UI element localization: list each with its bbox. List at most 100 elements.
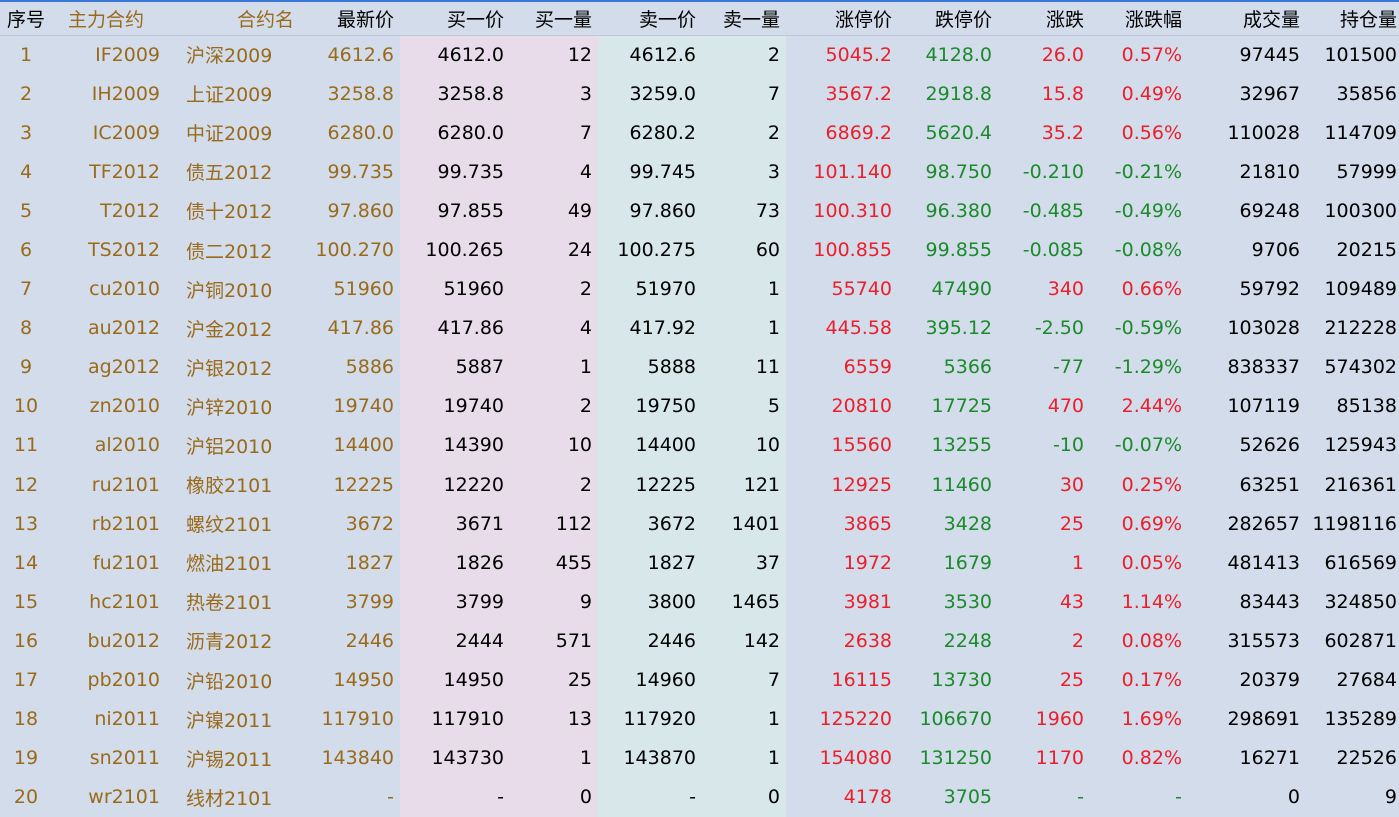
row-index-cell: 2 <box>19 82 33 105</box>
table-row[interactable]: 9 ag2012 沪银2012 5886 5887 1 5888 11 6559 5366 -77 -… <box>0 347 1399 387</box>
ask-price-cell: 4612.6 <box>598 35 702 75</box>
limit-down-cell: 131250 <box>919 747 992 770</box>
ask-volume-cell: 7 <box>702 74 786 114</box>
table-row[interactable]: 19 sn2011 沪锡2011 143840 143730 1 143870 1 154080… <box>0 738 1399 778</box>
last-price-cell: 3258.8 <box>327 82 394 105</box>
open-interest-cell: 125943 <box>1324 434 1397 457</box>
volume-cell: 83443 <box>1239 590 1300 613</box>
ask-volume-cell: 121 <box>702 465 786 505</box>
last-price-cell: 14950 <box>333 669 394 692</box>
column-header-limit-up[interactable]: 涨停价 <box>786 1 898 36</box>
change-cell: -0.085 <box>1022 239 1084 262</box>
column-header-change-pct[interactable]: 涨跌幅 <box>1090 1 1188 36</box>
column-header-bid-price[interactable]: 买一价 <box>400 1 510 36</box>
volume-cell: 52626 <box>1239 434 1300 457</box>
change-cell: -77 <box>1052 356 1084 379</box>
limit-up-cell: 1972 <box>843 551 892 574</box>
change-cell: 30 <box>1059 473 1084 496</box>
table-row[interactable]: 15 hc2101 热卷2101 3799 3799 9 3800 1465 3981 3530 4… <box>0 582 1399 622</box>
change-pct-cell: 0.82% <box>1121 747 1182 770</box>
change-cell: 25 <box>1059 512 1084 535</box>
table-row[interactable]: 1 IF2009 沪深2009 4612.6 4612.0 12 4612.6 2 5045.2… <box>0 35 1399 75</box>
table-row[interactable]: 13 rb2101 螺纹2101 3672 3671 112 3672 1401 3865 342… <box>0 504 1399 544</box>
row-index-cell: 1 <box>19 43 33 66</box>
column-header-contract-name[interactable]: 合约名 <box>166 1 300 36</box>
column-header-bid-volume[interactable]: 买一量 <box>510 1 598 36</box>
limit-down-cell: 11460 <box>931 473 992 496</box>
limit-down-cell: 1679 <box>943 551 992 574</box>
table-row[interactable]: 8 au2012 沪金2012 417.86 417.86 4 417.92 1 445.58 3… <box>0 308 1399 348</box>
change-pct-cell: 1.14% <box>1121 590 1182 613</box>
table-row[interactable]: 3 IC2009 中证2009 6280.0 6280.0 7 6280.2 2 6869.2 5… <box>0 113 1399 153</box>
bid-volume-cell: 112 <box>510 504 598 544</box>
contract-code-cell: pb2010 <box>87 669 160 692</box>
contract-code-cell: ni2011 <box>94 708 160 731</box>
ask-price-cell: 3259.0 <box>598 74 702 114</box>
ask-volume-cell: 7 <box>702 660 786 700</box>
table-row[interactable]: 20 wr2101 线材2101- -0-0 4178 3705- -0 9 <box>0 777 1399 817</box>
open-interest-cell: 616569 <box>1324 551 1397 574</box>
column-header-ask-volume[interactable]: 卖一量 <box>702 1 786 36</box>
change-cell: 1960 <box>1035 708 1084 731</box>
contract-name-cell: 沪铜2010 <box>186 279 273 302</box>
table-row[interactable]: 7 cu2010 沪铜2010 51960 51960 2 51970 1 55740 47490… <box>0 269 1399 309</box>
bid-volume-cell: 12 <box>510 35 598 75</box>
table-row[interactable]: 2 IH2009 上证2009 3258.8 3258.8 3 3259.0 7 3567.2 2… <box>0 74 1399 114</box>
table-row[interactable]: 5 T2012 债十2012 97.860 97.855 49 97.860 73 100.31… <box>0 191 1399 231</box>
last-price-cell: 1827 <box>345 551 394 574</box>
limit-up-cell: 6559 <box>843 356 892 379</box>
row-index-cell: 11 <box>13 434 39 457</box>
column-header-main-contract[interactable]: 主力合约 <box>52 1 166 36</box>
bid-volume-cell: 571 <box>510 621 598 661</box>
column-header-index[interactable]: 序号 <box>0 1 52 36</box>
volume-cell: 63251 <box>1239 473 1300 496</box>
contract-name-cell: 沪金2012 <box>186 318 273 341</box>
table-row[interactable]: 14 fu2101 燃油2101 1827 1826 455 1827 37 1972 1679 1… <box>0 543 1399 583</box>
limit-down-cell: 98.750 <box>925 160 992 183</box>
column-header-open-interest[interactable]: 持仓量 <box>1306 1 1399 36</box>
change-cell: -2.50 <box>1034 317 1084 340</box>
bid-volume-cell: 2 <box>510 386 598 426</box>
table-row[interactable]: 11 al2010 沪铝2010 14400 14390 10 14400 10 15560 13… <box>0 425 1399 466</box>
bid-volume-cell: 0 <box>510 777 598 817</box>
bid-volume-cell: 455 <box>510 543 598 583</box>
limit-down-cell: 4128.0 <box>925 43 992 66</box>
limit-down-cell: 47490 <box>931 278 992 301</box>
last-price-cell: 51960 <box>333 278 394 301</box>
row-index-cell: 13 <box>13 512 39 535</box>
column-header-change[interactable]: 涨跌 <box>998 1 1090 36</box>
limit-up-cell: 445.58 <box>825 317 892 340</box>
table-row[interactable]: 4 TF2012 债五2012 99.735 99.735 4 99.745 3 101.140… <box>0 152 1399 192</box>
column-header-limit-down[interactable]: 跌停价 <box>898 1 998 36</box>
change-pct-cell: -0.07% <box>1114 434 1182 457</box>
table-row[interactable]: 10 zn2010 沪锌2010 19740 19740 2 19750 5 20810 1772… <box>0 386 1399 426</box>
bid-volume-cell: 2 <box>510 269 598 309</box>
open-interest-cell: 27684 <box>1336 669 1397 692</box>
change-pct-cell: - <box>1175 786 1182 809</box>
column-header-ask-price[interactable]: 卖一价 <box>598 1 702 36</box>
limit-up-cell: 3981 <box>843 590 892 613</box>
limit-down-cell: 5366 <box>943 356 992 379</box>
contract-code-cell: hc2101 <box>89 590 160 613</box>
table-row[interactable]: 12 ru2101 橡胶2101 12225 12220 2 12225 121 12925 11… <box>0 465 1399 505</box>
bid-price-cell: 5887 <box>400 347 510 387</box>
bid-price-cell: 51960 <box>400 269 510 309</box>
column-header-last-price[interactable]: 最新价 <box>300 1 400 36</box>
table-row[interactable]: 16 bu2012 沥青2012 2446 2444 571 2446 142 2638 2248… <box>0 621 1399 661</box>
limit-up-cell: 125220 <box>819 708 892 731</box>
bid-volume-cell: 4 <box>510 308 598 348</box>
open-interest-cell: 109489 <box>1324 278 1397 301</box>
ask-volume-cell: 1465 <box>702 582 786 622</box>
table-row[interactable]: 17 pb2010 沪铅2010 14950 14950 25 14960 7 16115 137… <box>0 660 1399 700</box>
table-row[interactable]: 6 TS2012 债二2012 100.270 100.265 24 100.275 60 10… <box>0 230 1399 270</box>
last-price-cell: 417.86 <box>327 317 394 340</box>
limit-up-cell: 55740 <box>831 278 892 301</box>
contract-code-cell: rb2101 <box>91 512 160 535</box>
change-cell: 26.0 <box>1041 43 1084 66</box>
column-header-volume[interactable]: 成交量 <box>1188 1 1306 36</box>
limit-down-cell: 395.12 <box>925 317 992 340</box>
open-interest-cell: 1198116 <box>1312 512 1397 535</box>
table-row[interactable]: 18 ni2011 沪镍2011 117910 117910 13 117920 1 12522… <box>0 699 1399 739</box>
bid-volume-cell: 25 <box>510 660 598 700</box>
ask-volume-cell: 1401 <box>702 504 786 544</box>
